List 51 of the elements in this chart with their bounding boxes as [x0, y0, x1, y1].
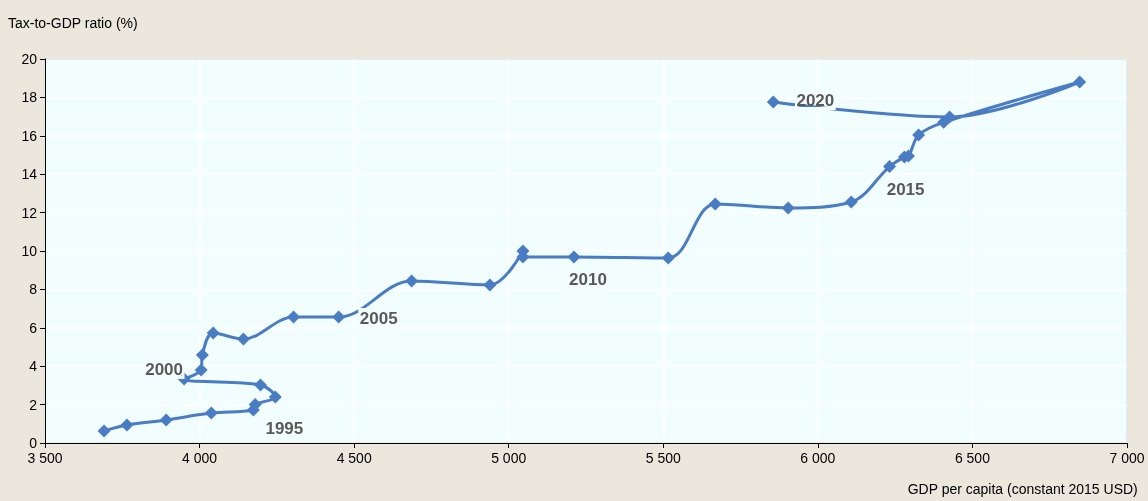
y-tick-label: 12	[21, 204, 38, 221]
point	[287, 310, 301, 324]
point	[194, 363, 208, 377]
point	[253, 378, 267, 392]
point	[567, 250, 581, 264]
y-tick-label: 10	[21, 243, 38, 259]
point	[159, 413, 173, 427]
point	[483, 278, 497, 292]
point	[781, 201, 795, 215]
y-tick-label: 16	[21, 127, 38, 144]
annotation: 2005	[359, 308, 398, 328]
annotation: 2010	[569, 270, 607, 290]
annotation: 2020	[796, 90, 835, 110]
x-tick-label: 5 000	[491, 450, 527, 466]
y-tick-label: 6	[29, 319, 38, 336]
point	[236, 332, 250, 346]
point	[405, 274, 419, 288]
point	[844, 195, 858, 209]
x-tick-label: 3 500	[27, 450, 63, 466]
x-tick-label: 6 500	[954, 450, 991, 466]
y-tick-label: 2	[29, 396, 38, 413]
point	[206, 326, 220, 340]
point	[204, 406, 218, 420]
annotation: 2000	[145, 359, 184, 379]
point	[195, 348, 209, 362]
point	[332, 310, 346, 324]
point	[1073, 75, 1087, 89]
point	[661, 251, 675, 265]
y-axis-title: Tax-to-GDP ratio (%)	[8, 15, 138, 31]
point	[97, 424, 111, 438]
annotation: 1995	[265, 419, 304, 439]
y-tick-label: 14	[21, 166, 38, 183]
point	[120, 418, 134, 432]
point	[943, 110, 957, 124]
y-tick-label: 18	[21, 89, 38, 106]
x-tick-label: 4 500	[336, 450, 372, 466]
point	[912, 128, 926, 142]
y-tick-label: 4	[29, 358, 38, 375]
annotation: 2015	[886, 180, 925, 200]
x-axis-title: GDP per capita (constant 2015 USD)	[907, 481, 1138, 497]
point	[708, 197, 722, 211]
x-tick-label: 5 500	[645, 450, 682, 466]
point	[268, 390, 282, 404]
x-tick-label: 4 000	[182, 450, 218, 466]
x-tick-label: 7 000	[1109, 450, 1145, 466]
y-tick-label: 8	[29, 281, 38, 298]
point	[766, 95, 780, 109]
y-tick-label: 0	[29, 435, 38, 451]
x-tick-label: 6 000	[800, 450, 836, 466]
y-tick-label: 20	[21, 51, 38, 67]
point	[883, 160, 897, 174]
